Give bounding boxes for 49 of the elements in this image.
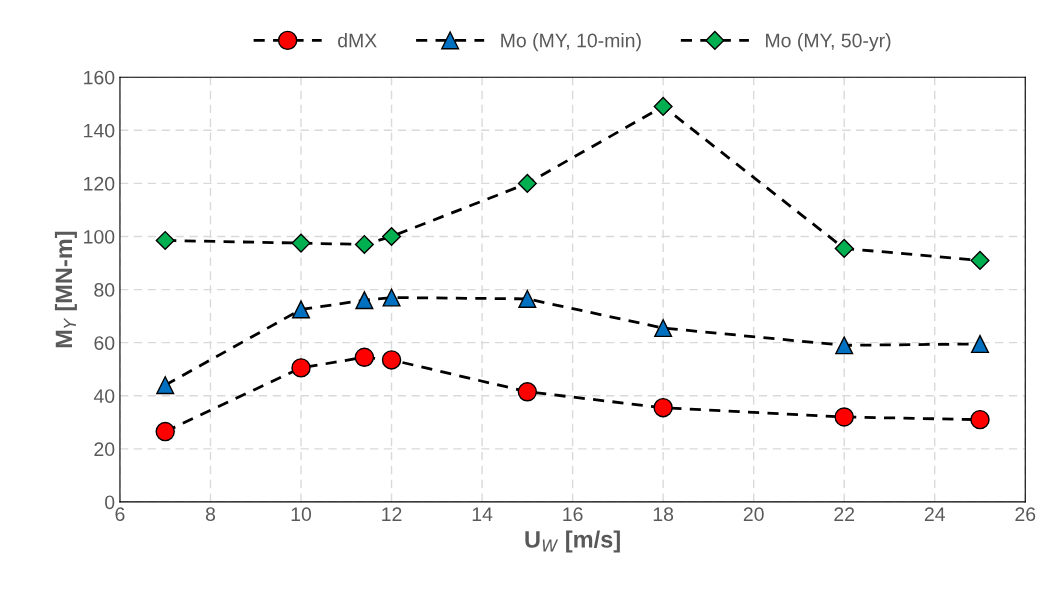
point [654, 319, 673, 338]
point [517, 382, 538, 402]
y-axis-title: M$_{Y}$ [MN-m] [54, 231, 77, 348]
point [354, 347, 375, 367]
point [970, 334, 990, 354]
x-tick-label: 22 [834, 507, 855, 521]
legend-label: dMX [338, 33, 377, 48]
point [354, 234, 374, 254]
x-tick-label: 18 [653, 507, 674, 522]
y-tick-label: 60 [94, 336, 115, 350]
legend-label: Mo (MY, 10-min) [501, 33, 641, 52]
y-tick-label: 120 [84, 176, 115, 191]
point [834, 407, 854, 427]
point [355, 291, 374, 310]
point [835, 336, 854, 355]
y-tick-label: 40 [93, 389, 115, 403]
x-axis-title: U$_{W}$ [m/s] [525, 530, 620, 553]
x-tick-label: 24 [924, 507, 945, 521]
point [834, 238, 854, 258]
point [518, 289, 537, 308]
point [517, 173, 537, 193]
y-tick-label: 100 [84, 229, 115, 244]
x-tick-label: 16 [563, 507, 583, 522]
x-tick-label: 20 [743, 507, 764, 522]
point [155, 421, 175, 442]
y-tick-label: 80 [94, 283, 115, 297]
point [291, 300, 311, 319]
point [381, 350, 402, 370]
point [970, 409, 990, 430]
point [156, 376, 175, 395]
legend-label: Mo (MY, 50-yr) [766, 33, 891, 52]
x-tick-label: 14 [472, 507, 493, 521]
y-tick-label: 20 [94, 442, 115, 457]
point [970, 250, 990, 270]
point [291, 358, 311, 378]
x-tick-label: 8 [205, 507, 216, 522]
x-tick-label: 12 [382, 507, 402, 521]
y-tick-label: 140 [84, 123, 115, 138]
point [291, 233, 311, 253]
y-tick-label: 160 [84, 70, 115, 85]
point [382, 288, 401, 307]
point [382, 226, 402, 247]
point [155, 230, 175, 251]
y-tick-label: 0 [105, 495, 115, 510]
point [653, 96, 673, 116]
point [653, 397, 673, 418]
x-tick-label: 26 [1015, 507, 1036, 522]
x-tick-label: 6 [115, 507, 125, 522]
x-tick-label: 10 [291, 507, 312, 522]
